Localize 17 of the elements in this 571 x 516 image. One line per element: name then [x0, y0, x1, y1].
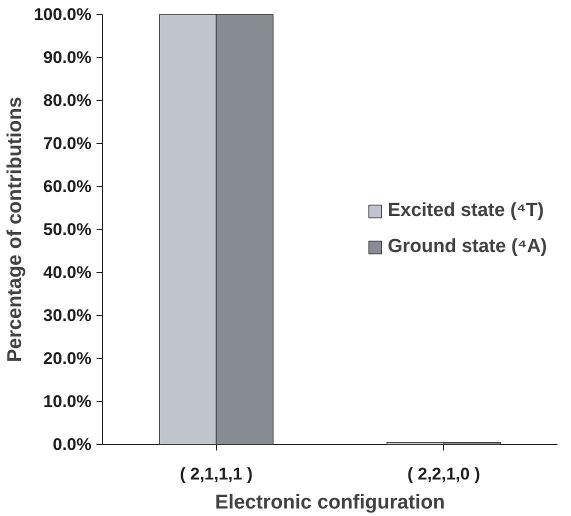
y-tick-label: 20.0%: [43, 349, 92, 368]
y-tick-label: 50.0%: [43, 220, 92, 239]
y-tick-label: 90.0%: [43, 48, 92, 67]
y-tick-label: 70.0%: [43, 134, 92, 153]
x-tick-label: ( 2,1,1,1 ): [180, 464, 253, 484]
legend-label: Excited state (⁴T): [388, 200, 544, 222]
x-axis-title: Electronic configuration: [214, 492, 446, 514]
x-tick-label: ( 2,2,1,0 ): [407, 464, 480, 484]
y-tick-label: 10.0%: [43, 392, 92, 411]
y-tick-label: 0.0%: [52, 435, 92, 454]
y-axis-title: Percentage of contributions: [4, 96, 26, 362]
y-tick-label: 30.0%: [43, 306, 92, 325]
y-tick-label: 80.0%: [43, 91, 92, 110]
y-tick-label: 40.0%: [43, 263, 92, 282]
y-tick-label: 100.0%: [34, 5, 92, 24]
legend-label: Ground state (⁴A): [388, 236, 547, 258]
y-tick-label: 60.0%: [43, 177, 92, 196]
